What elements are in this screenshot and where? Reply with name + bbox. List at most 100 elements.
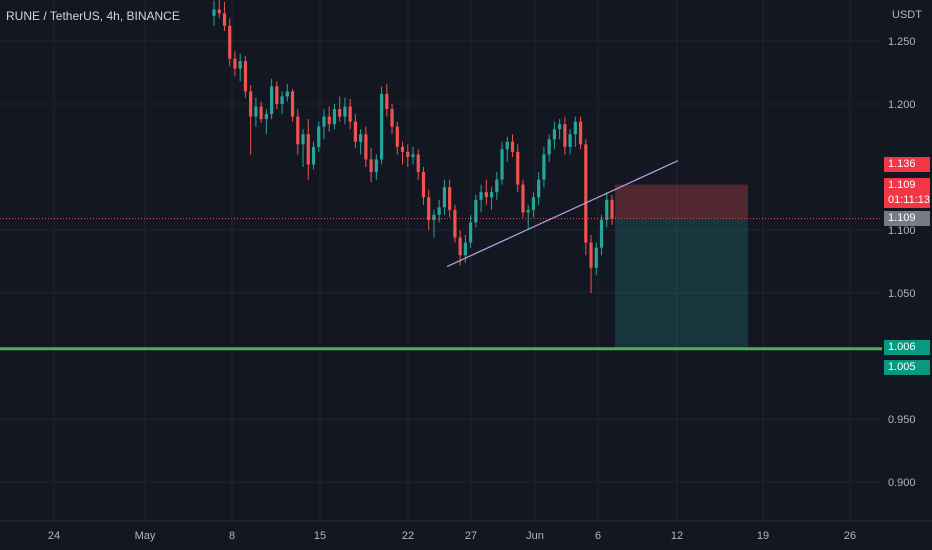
candle-body [416,154,420,173]
currency-label: USDT [892,9,922,21]
candle-body [264,114,268,120]
candle-body [421,172,426,198]
candle-body [458,237,462,256]
candle-body [448,187,452,210]
x-tick-label: 15 [314,530,326,542]
entry-level-tag: 1.109 [884,211,930,226]
candlestick-series [212,0,614,293]
candle-body [521,184,525,213]
candle-body [432,214,436,220]
candle-body [364,134,368,160]
candle-body [249,91,253,117]
x-tick-label: 24 [48,530,60,542]
candle-body [390,109,394,127]
candle-body [442,187,447,208]
candle-body [238,61,242,69]
candle-body [495,179,499,193]
candle-body [270,86,274,115]
candle-body [510,141,515,152]
candle-body [453,209,457,238]
candle-body [568,134,572,147]
candle-body [489,192,494,198]
candle-body [275,86,279,104]
candle-body [306,134,310,165]
candle-body [395,126,399,147]
candle-body [474,199,478,223]
candle-body [589,242,593,268]
candle-body [280,96,284,104]
price-axis-bg [882,0,932,550]
candle-body [573,121,577,135]
x-tick-label: 8 [229,530,235,542]
chart-grid [0,0,882,520]
candle-body [558,124,562,130]
candle-body [563,124,567,147]
y-tick-label: 0.950 [888,414,916,426]
y-tick-label: 1.050 [888,288,916,300]
candle-body [222,13,227,26]
candle-body [594,247,598,268]
stop-loss-zone [615,184,748,219]
candle-body [311,146,316,165]
candle-body [537,179,541,198]
candle-body [327,116,331,125]
candle-body [406,151,410,157]
x-tick-label: 19 [757,530,769,542]
candle-body [505,141,509,150]
candle-body [484,192,488,198]
candle-body [243,61,248,92]
candle-body [516,151,520,185]
x-tick-label: 22 [402,530,414,542]
chart-overlays [0,160,882,351]
time-axis[interactable]: 24 May 8 15 22 27 Jun 6 12 19 26 [0,520,932,542]
candle-body [385,93,389,110]
candle-body [332,109,337,125]
candle-body [427,197,431,220]
candle-body [400,146,405,152]
stop-level-tag: 1.136 [884,157,930,172]
x-tick-label: May [135,530,156,542]
candle-body [379,93,384,160]
support-level-tag: 1.005 [884,360,930,375]
candle-body [526,209,530,213]
x-tick-label: 27 [465,530,477,542]
candle-body [322,116,326,127]
candle-body [353,121,357,142]
take-profit-zone [615,218,748,349]
countdown-tag: 01:11:13 [884,193,930,208]
candle-body [317,126,321,147]
symbol-title: RUNE / TetherUS, 4h, BINANCE [6,9,180,23]
trendline[interactable] [446,160,679,268]
candle-body [217,9,221,14]
candle-body [228,25,232,59]
candle-body [290,91,295,117]
candle-body [437,207,441,215]
y-tick-label: 1.100 [888,225,916,237]
candle-body [233,58,237,69]
candle-body [296,116,300,145]
candle-body [411,154,415,157]
candle-body [605,199,609,220]
candle-body [584,144,588,243]
candle-body [578,121,583,145]
x-tick-label: 12 [671,530,683,542]
candle-body [369,159,373,173]
candle-body [285,91,289,97]
y-tick-label: 0.900 [888,477,916,489]
candle-body [479,192,483,200]
candle-body [348,106,352,122]
candle-body [374,159,378,173]
price-axis[interactable]: 1.250 1.200 1.100 1.050 0.950 0.900 [882,0,932,550]
candle-body [343,106,347,117]
x-tick-label: 26 [844,530,856,542]
target-level-tag: 1.006 [884,340,930,355]
candle-body [212,9,216,16]
candle-body [463,242,467,256]
x-tick-label: Jun [526,530,544,542]
candle-body [500,149,504,180]
candle-body [259,106,263,120]
candle-body [552,129,556,140]
candle-body [338,109,342,117]
candle-body [610,199,614,219]
